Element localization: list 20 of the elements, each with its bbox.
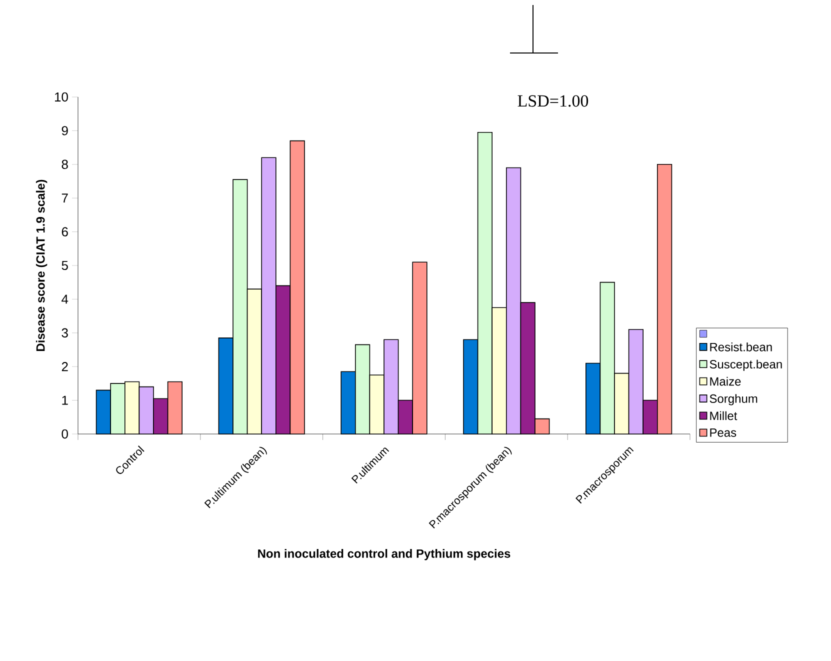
legend-label: Resist.bean <box>710 342 772 352</box>
legend-label: Suscept.bean <box>710 360 782 371</box>
y-tick-label: 10 <box>55 92 68 102</box>
legend-label: Millet <box>710 411 738 420</box>
y-tick-label: 6 <box>62 227 68 236</box>
legend-label: Sorghum <box>710 394 758 406</box>
annotation: LSD=1.00 <box>518 95 588 107</box>
y-tick-label: 9 <box>62 126 68 136</box>
y-tick-label: 7 <box>62 194 68 203</box>
y-tick-label: 8 <box>62 160 68 169</box>
x-axis-title: Non inoculated control and Pythium species <box>258 549 510 560</box>
y-tick-label: 1 <box>62 396 68 405</box>
y-tick-label: 2 <box>62 362 68 372</box>
y-tick-label: 3 <box>62 328 68 338</box>
y-tick-label: 5 <box>62 260 68 270</box>
legend-label: Peas <box>710 428 736 437</box>
legend-label: Maize <box>710 376 741 386</box>
y-tick-label: 4 <box>62 294 68 304</box>
y-tick-label: 0 <box>62 429 68 439</box>
y-axis-title: Disease score (CIAT 1.9 scale) <box>36 180 48 351</box>
